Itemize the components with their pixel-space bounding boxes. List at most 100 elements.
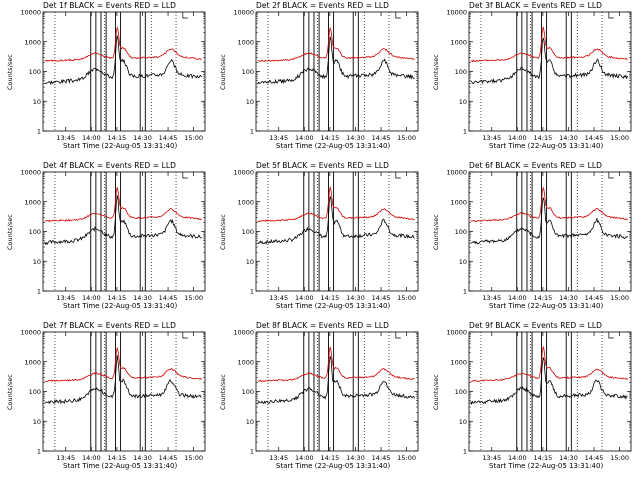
series-lld-line xyxy=(44,187,202,223)
x-tick-label: 14:30 xyxy=(559,294,578,302)
x-tick-label: 15:00 xyxy=(397,454,416,462)
x-tick-label: 14:45 xyxy=(585,294,604,302)
series-lld-line xyxy=(470,345,628,382)
y-tick-label: 100 xyxy=(29,68,41,76)
x-tick-label: 14:45 xyxy=(372,134,391,142)
y-axis-label: Counts/sec xyxy=(6,373,14,410)
series-events-line xyxy=(470,37,628,85)
plot-svg: 1 10 100 1000 10000 13:45 14:00 14:15 14:30 14:45… xyxy=(20,9,206,142)
y-tick-label: 1000 xyxy=(237,358,254,366)
series-events-line xyxy=(257,196,415,245)
panel-title: Det 8f BLACK = Events RED = LLD xyxy=(256,321,389,330)
x-tick-label: 14:00 xyxy=(508,134,527,142)
x-tick-label: 15:00 xyxy=(184,294,203,302)
x-tick-label: 14:15 xyxy=(321,134,340,142)
x-tick-label: 13:45 xyxy=(269,454,288,462)
attenuator-marker xyxy=(395,332,401,339)
series-lld-line xyxy=(257,346,415,383)
x-tick-label: 14:45 xyxy=(372,294,391,302)
x-tick-label: 14:45 xyxy=(159,454,178,462)
y-tick-label: 10000 xyxy=(233,329,254,337)
x-tick-label: 14:30 xyxy=(133,454,152,462)
series-events-line xyxy=(470,197,628,245)
x-tick-label: 14:45 xyxy=(585,134,604,142)
panel-title: Det 6f BLACK = Events RED = LLD xyxy=(469,161,602,170)
y-tick-label: 1000 xyxy=(24,358,41,366)
x-tick-label: 15:00 xyxy=(610,454,629,462)
series-events-line xyxy=(44,195,202,246)
attenuator-marker xyxy=(395,172,401,179)
x-axis-label: Start Time (22-Aug-05 13:31:40) xyxy=(63,462,178,470)
y-tick-label: 1000 xyxy=(237,198,254,206)
y-tick-label: 10000 xyxy=(446,329,467,337)
x-tick-label: 14:45 xyxy=(585,454,604,462)
y-tick-label: 10000 xyxy=(20,169,41,177)
y-tick-label: 1 xyxy=(250,448,254,456)
series-events-line xyxy=(44,35,202,86)
detector-panel-3: 1 10 100 1000 10000 13:45 14:00 14:15 14:30 14:45… xyxy=(426,0,639,160)
x-tick-label: 14:15 xyxy=(534,454,553,462)
y-tick-label: 1 xyxy=(37,288,41,296)
series-lld-line xyxy=(257,26,415,63)
y-tick-label: 1 xyxy=(37,448,41,456)
y-axis-label: Counts/sec xyxy=(432,213,440,250)
x-axis-label: Start Time (22-Aug-05 13:31:40) xyxy=(489,302,604,310)
attenuator-marker xyxy=(608,12,614,19)
panel-title: Det 2f BLACK = Events RED = LLD xyxy=(256,1,389,10)
x-axis-label: Start Time (22-Aug-05 13:31:40) xyxy=(276,142,391,150)
plot-frame xyxy=(42,171,206,292)
plot-svg: 1 10 100 1000 10000 13:45 14:00 14:15 14:30 14:45… xyxy=(233,169,419,302)
series-events-line xyxy=(257,356,415,405)
y-tick-label: 100 xyxy=(455,228,467,236)
series-events-line xyxy=(44,355,202,405)
x-tick-label: 14:15 xyxy=(321,454,340,462)
y-tick-label: 1 xyxy=(250,288,254,296)
x-tick-label: 15:00 xyxy=(397,294,416,302)
x-tick-label: 14:00 xyxy=(82,134,101,142)
plot-frame xyxy=(255,11,419,132)
y-tick-label: 100 xyxy=(455,388,467,396)
detector-panel-7: 1 10 100 1000 10000 13:45 14:00 14:15 14:30 14:45… xyxy=(0,320,213,480)
y-tick-label: 10000 xyxy=(233,169,254,177)
y-tick-label: 10000 xyxy=(233,9,254,17)
x-tick-label: 14:15 xyxy=(321,294,340,302)
x-tick-label: 14:30 xyxy=(559,454,578,462)
y-tick-label: 10 xyxy=(33,418,41,426)
y-axis-label: Counts/sec xyxy=(219,373,227,410)
y-tick-label: 10 xyxy=(459,258,467,266)
attenuator-marker xyxy=(608,332,614,339)
x-tick-label: 15:00 xyxy=(610,294,629,302)
y-tick-label: 1000 xyxy=(450,358,467,366)
y-tick-label: 10000 xyxy=(446,169,467,177)
plot-svg: 1 10 100 1000 10000 13:45 14:00 14:15 14:30 14:45… xyxy=(446,329,632,462)
x-tick-label: 14:00 xyxy=(295,294,314,302)
y-axis-label: Counts/sec xyxy=(432,373,440,410)
x-tick-label: 14:30 xyxy=(559,134,578,142)
x-tick-label: 14:15 xyxy=(108,294,127,302)
y-axis-label: Counts/sec xyxy=(432,53,440,90)
x-axis-label: Start Time (22-Aug-05 13:31:40) xyxy=(63,302,178,310)
plot-frame xyxy=(468,171,632,292)
plot-frame xyxy=(255,331,419,452)
y-tick-label: 10 xyxy=(246,258,254,266)
x-tick-label: 14:15 xyxy=(108,454,127,462)
detector-panel-2: 1 10 100 1000 10000 13:45 14:00 14:15 14:30 14:45… xyxy=(213,0,426,160)
x-tick-label: 15:00 xyxy=(397,134,416,142)
y-tick-label: 10 xyxy=(33,98,41,106)
y-axis-label: Counts/sec xyxy=(6,213,14,250)
x-tick-label: 15:00 xyxy=(184,454,203,462)
y-tick-label: 10000 xyxy=(20,9,41,17)
detector-panel-8: 1 10 100 1000 10000 13:45 14:00 14:15 14:30 14:45… xyxy=(213,320,426,480)
series-lld-line xyxy=(470,26,628,63)
y-tick-label: 100 xyxy=(29,388,41,396)
x-tick-label: 13:45 xyxy=(482,454,501,462)
x-tick-label: 14:15 xyxy=(534,134,553,142)
panel-title: Det 5f BLACK = Events RED = LLD xyxy=(256,161,389,170)
series-events-line xyxy=(257,36,415,85)
y-tick-label: 1 xyxy=(463,288,467,296)
attenuator-marker xyxy=(182,12,188,19)
x-tick-label: 14:15 xyxy=(108,134,127,142)
series-lld-line xyxy=(470,186,628,222)
x-tick-label: 13:45 xyxy=(482,294,501,302)
